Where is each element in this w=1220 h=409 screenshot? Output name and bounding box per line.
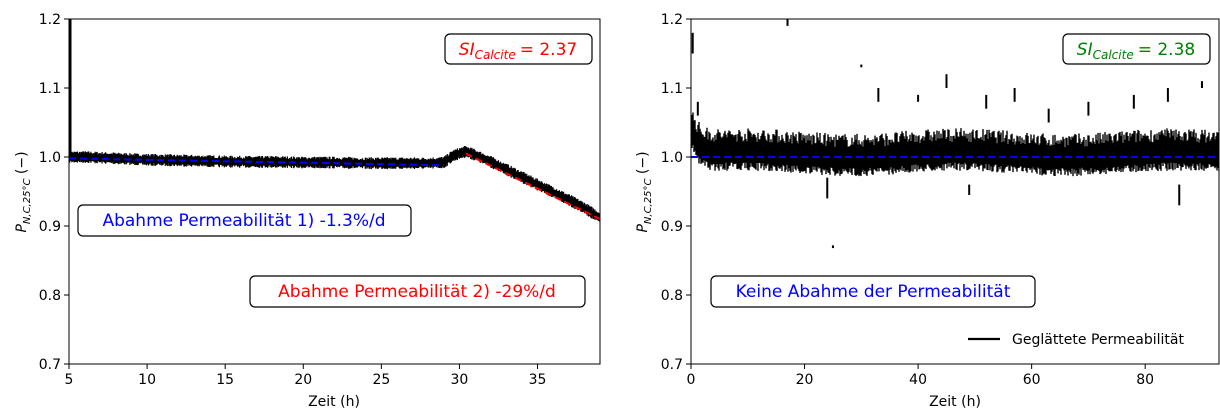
axes-frame-left	[68, 18, 601, 365]
legend: Geglättete Permeabilität	[961, 324, 1213, 354]
axes-frame-right	[690, 18, 1220, 365]
x-tick-label: 35	[529, 372, 547, 388]
annotation-slope-1-text: Abahme Permeabilität 1) -1.3%/d	[102, 211, 385, 231]
y-ticks-left: 0.7 0.8 0.9 1.0 1.1 1.2	[39, 12, 69, 373]
y-ticks-right: 0.7 0.8 0.9 1.0 1.1 1.2	[661, 12, 691, 373]
series-trend-left-1	[69, 157, 444, 167]
y-tick-label: 1.1	[39, 81, 61, 97]
si-label-left: SICalcite = 2.37	[444, 33, 593, 65]
y-tick-label: 1.1	[661, 81, 683, 97]
x-tick-label: 80	[1136, 372, 1154, 388]
y-tick-label: 1.2	[661, 12, 683, 28]
x-tick-label: 0	[687, 372, 696, 388]
x-tick-label: 20	[294, 372, 312, 388]
y-tick-label: 1.0	[39, 150, 61, 166]
x-tick-label: 5	[65, 372, 74, 388]
series-trend-left-2	[465, 152, 600, 220]
x-tick-label: 20	[796, 372, 814, 388]
legend-label: Geglättete Permeabilität	[1012, 332, 1184, 348]
y-tick-label: 1.2	[39, 12, 61, 28]
si-text-left: SICalcite = 2.37	[459, 40, 577, 62]
x-tick-label: 10	[138, 372, 156, 388]
annotation-slope-2-text: Abahme Permeabilität 2) -29%/d	[278, 282, 556, 302]
y-tick-label: 0.8	[661, 288, 683, 304]
plot-area-left	[69, 19, 600, 222]
y-tick-label: 0.7	[39, 357, 61, 373]
x-tick-label: 30	[451, 372, 469, 388]
chart-left: 5 10 15 20 25 30 35 0.7 0.8 0.9 1.0 1.1 1.2 Zeit (h…	[14, 12, 601, 409]
x-ticks-left: 5 10 15 20 25 30 35	[65, 364, 547, 388]
si-text-right: SICalcite = 2.38	[1077, 40, 1195, 62]
annotation-slope-1: Abahme Permeabilität 1) -1.3%/d	[77, 204, 412, 237]
plot-area-right	[691, 19, 1219, 249]
y-axis-label-left: PN,C,25°C (−)	[14, 151, 33, 232]
x-tick-label: 25	[372, 372, 390, 388]
x-tick-label: 40	[909, 372, 927, 388]
x-axis-label-left: Zeit (h)	[308, 394, 360, 409]
x-ticks-right: 0 20 40 60 80	[687, 364, 1154, 388]
x-axis-label-right: Zeit (h)	[929, 394, 981, 409]
y-tick-label: 1.0	[661, 150, 683, 166]
y-tick-label: 0.9	[661, 219, 683, 235]
y-tick-label: 0.9	[39, 219, 61, 235]
y-axis-label-right: PN,C,25°C (−)	[635, 151, 654, 232]
si-label-right: SICalcite = 2.38	[1062, 33, 1211, 65]
chart-right: 0 20 40 60 80 0.7 0.8 0.9 1.0 1.1 1.2 Zeit (h) PN…	[635, 12, 1220, 409]
series-smoothed-band	[691, 112, 1219, 177]
x-tick-label: 60	[1023, 372, 1041, 388]
annotation-no-decrease-text: Keine Abahme der Permeabilität	[736, 282, 1011, 302]
y-tick-label: 0.8	[39, 288, 61, 304]
x-tick-label: 15	[216, 372, 234, 388]
y-tick-label: 0.7	[661, 357, 683, 373]
annotation-no-decrease: Keine Abahme der Permeabilität	[710, 275, 1036, 308]
annotation-slope-2: Abahme Permeabilität 2) -29%/d	[249, 275, 586, 308]
